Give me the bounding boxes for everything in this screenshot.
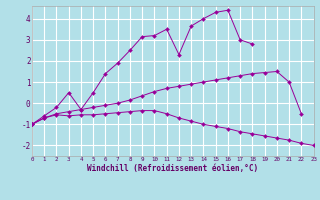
X-axis label: Windchill (Refroidissement éolien,°C): Windchill (Refroidissement éolien,°C) bbox=[87, 164, 258, 173]
